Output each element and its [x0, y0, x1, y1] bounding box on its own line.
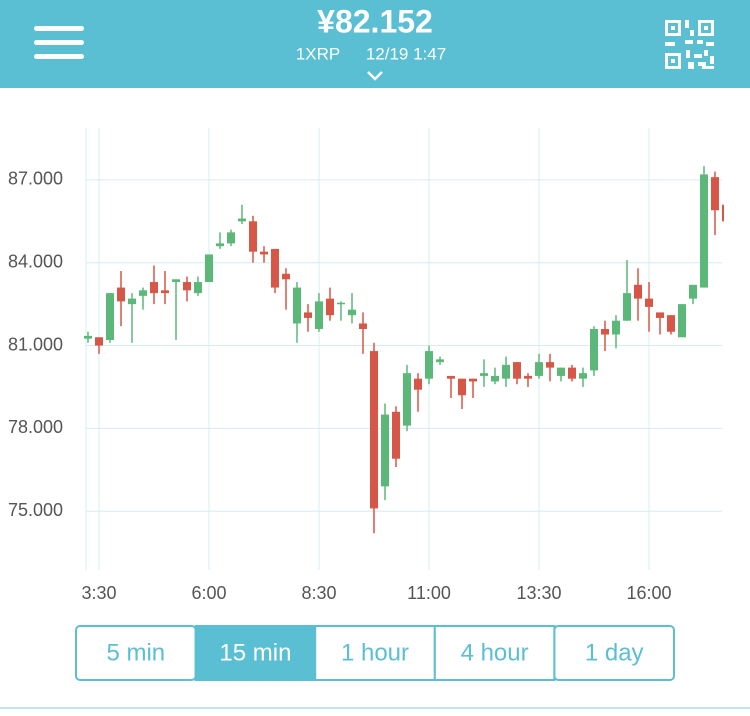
interval-button[interactable] — [553, 625, 676, 681]
candle-body — [238, 218, 246, 222]
y-tick-label: 84.000 — [8, 251, 63, 271]
candle-body — [84, 335, 92, 339]
candle-body — [425, 351, 433, 379]
candle-body — [667, 315, 675, 332]
interval-selector: 5 min 15 min 1 hour 4 hour 1 day — [75, 625, 676, 681]
candle-body — [590, 328, 598, 371]
candle-body — [403, 373, 411, 426]
candle-body — [271, 248, 279, 288]
candle-body — [722, 204, 724, 222]
header-bar — [0, 0, 750, 88]
candle-body — [436, 359, 444, 363]
candle-body — [491, 375, 499, 382]
candle-body — [95, 337, 103, 346]
candle-body — [194, 282, 202, 294]
candle-body — [381, 414, 389, 487]
x-tick-label: 6:00 — [191, 583, 226, 603]
candle-body — [282, 273, 290, 280]
candle-body — [447, 375, 455, 379]
candle-body — [469, 378, 477, 382]
candle-body — [513, 362, 521, 379]
candles — [84, 166, 724, 534]
x-tick-label: 8:30 — [301, 583, 336, 603]
y-tick-label: 87.000 — [8, 169, 63, 189]
candle-body — [601, 328, 609, 335]
candle-body — [337, 302, 345, 305]
candle-body — [359, 323, 367, 329]
x-tick-label: 11:00 — [407, 583, 451, 603]
candle-body — [458, 378, 466, 396]
candle-body — [348, 309, 356, 316]
candle-body — [150, 282, 158, 294]
candle-body — [315, 301, 323, 329]
x-tick-label: 3:30 — [81, 583, 116, 603]
y-tick-label: 75.000 — [8, 500, 63, 520]
bottom-rule — [0, 707, 750, 709]
candle-body — [711, 177, 719, 211]
x-tick-label: 13:30 — [516, 583, 561, 603]
candle-body — [227, 232, 235, 244]
candle-body — [612, 320, 620, 335]
candle-body — [645, 298, 653, 307]
interval-label[interactable]: 5 min — [106, 639, 165, 666]
candle-body — [502, 364, 510, 379]
pair: 1XRP — [296, 44, 340, 63]
candle-body — [524, 375, 532, 379]
candle-body — [139, 290, 147, 296]
qr-button[interactable] — [665, 20, 714, 69]
y-tick-label: 81.000 — [8, 334, 63, 354]
candle-body — [535, 362, 543, 376]
interval-label[interactable]: 4 hour — [461, 639, 529, 666]
candle-body — [304, 312, 312, 318]
price: ¥82.152 — [317, 3, 433, 39]
candle-body — [117, 287, 125, 302]
candle-body — [260, 251, 268, 255]
candle-body — [370, 351, 378, 509]
candle-body — [249, 221, 257, 252]
candle-body — [568, 367, 576, 379]
candle-body — [326, 298, 334, 316]
grid — [85, 128, 722, 570]
candle-body — [546, 362, 554, 368]
axis-labels: 75.000 78.000 81.000 84.000 87.000 3:30 6:00 8:… — [8, 169, 672, 603]
candle-body — [480, 373, 488, 376]
time: 12/19 1:47 — [366, 44, 446, 63]
candle-body — [205, 254, 213, 283]
menu-button[interactable] — [34, 26, 84, 59]
candle-body — [183, 282, 191, 291]
candle-body — [634, 284, 642, 299]
candle-body — [392, 411, 400, 459]
y-tick-label: 78.000 — [8, 417, 63, 437]
candle-body — [161, 290, 169, 294]
candle-body — [293, 287, 301, 324]
candle-body — [414, 378, 422, 390]
candle-body — [128, 298, 136, 305]
expand-chevron[interactable] — [367, 71, 383, 81]
candle-body — [216, 243, 224, 247]
interval-label[interactable]: 15 min — [219, 639, 291, 666]
candle-body — [656, 312, 664, 318]
candle-body — [678, 304, 686, 338]
interval-label[interactable]: 1 hour — [341, 639, 409, 666]
candle-body — [579, 373, 587, 379]
candle-body — [700, 174, 708, 288]
candle-body — [623, 293, 631, 321]
candle-body — [689, 284, 697, 299]
candle-body — [172, 279, 180, 283]
candle-body — [106, 293, 114, 341]
candle-body — [557, 367, 565, 376]
x-tick-label: 16:00 — [626, 583, 671, 603]
interval-label[interactable]: 1 day — [585, 639, 644, 666]
